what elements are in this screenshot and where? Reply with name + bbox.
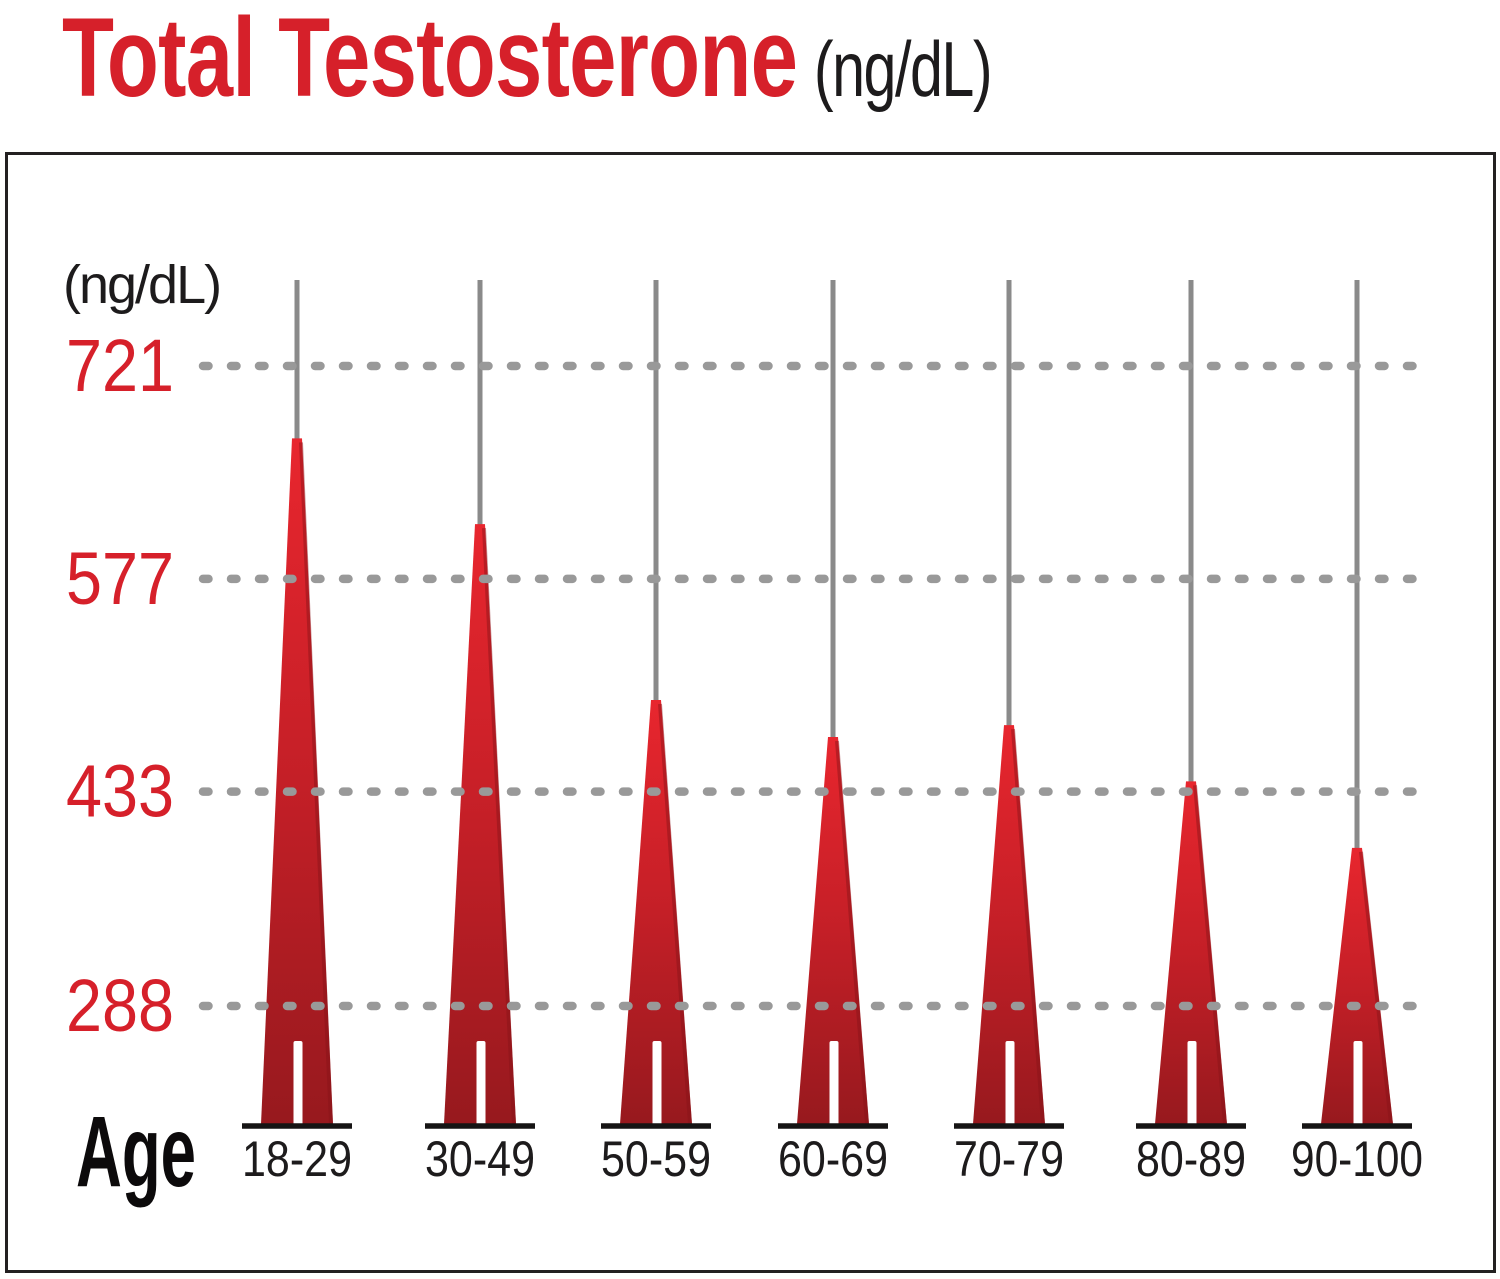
spike-base-notch	[1353, 1041, 1363, 1126]
x-tick-label: 90-100	[1291, 1131, 1423, 1187]
spike	[1321, 847, 1393, 1124]
x-axis-label-age: Age	[76, 1096, 196, 1208]
spike-shade-edge	[1193, 785, 1227, 1125]
spike	[973, 725, 1045, 1124]
spike-shade-edge	[835, 740, 869, 1125]
chart-frame: (ng/dL) 721 577 433 288 18-29 30-49 50-59 60-69 7…	[5, 152, 1496, 1273]
spike-shade-edge	[658, 703, 692, 1125]
spike-base-notch	[1005, 1041, 1015, 1126]
y-tick-label: 288	[66, 964, 174, 1047]
y-tick-label: 577	[66, 537, 174, 620]
chart-title-row: Total Testosterone (ng/dL)	[62, 0, 993, 120]
x-tick-label: 18-29	[242, 1131, 352, 1187]
spike-shade-edge	[482, 528, 516, 1125]
chart-title-unit: (ng/dL)	[813, 25, 993, 113]
x-tick-label: 60-69	[778, 1131, 888, 1187]
y-tick-label: 433	[66, 750, 174, 833]
spike	[261, 438, 333, 1124]
x-tick-label: 30-49	[425, 1131, 535, 1187]
chart-title: Total Testosterone	[62, 0, 798, 120]
spike-base-notch	[476, 1041, 486, 1126]
y-tick-label: 721	[66, 324, 174, 407]
x-tick-label: 70-79	[954, 1131, 1064, 1187]
y-axis-unit-label: (ng/dL)	[63, 255, 220, 315]
spike-shade-edge	[1359, 851, 1393, 1125]
spike	[797, 736, 869, 1124]
spike-base-notch	[652, 1041, 662, 1126]
x-tick-label: 50-59	[601, 1131, 711, 1187]
spike	[1155, 781, 1227, 1124]
x-tick-label: 80-89	[1136, 1131, 1246, 1187]
spike	[620, 700, 692, 1124]
spike-base-notch	[293, 1041, 303, 1126]
testosterone-chart: (ng/dL) 721 577 433 288 18-29 30-49 50-59 60-69 7…	[63, 255, 1429, 1208]
spike	[444, 524, 516, 1124]
spike-base-notch	[1187, 1041, 1197, 1126]
spike-shade-edge	[299, 442, 333, 1125]
spike-base-notch	[829, 1041, 839, 1126]
